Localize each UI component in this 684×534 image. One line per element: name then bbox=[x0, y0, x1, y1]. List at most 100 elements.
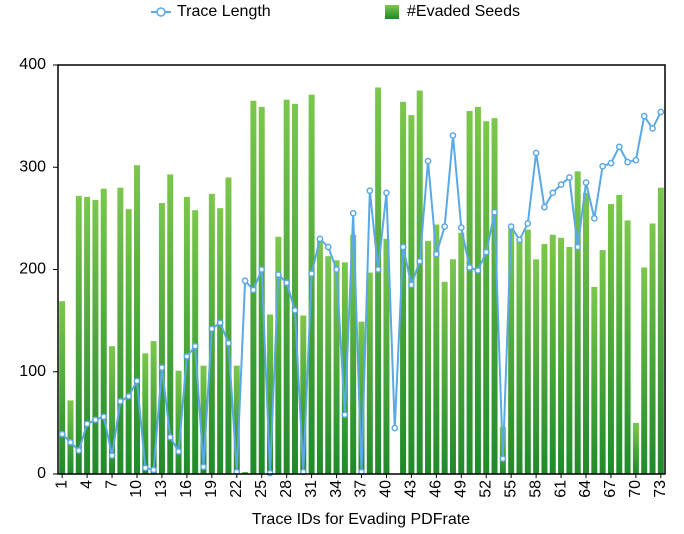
bar bbox=[624, 220, 631, 474]
x-tick-label: 19 bbox=[203, 480, 220, 498]
point bbox=[100, 413, 108, 421]
bar bbox=[441, 281, 448, 474]
bar bbox=[632, 422, 639, 474]
point bbox=[399, 243, 407, 251]
x-tick-label: 31 bbox=[303, 480, 320, 498]
bar bbox=[92, 199, 99, 474]
legend-swatch bbox=[385, 5, 399, 19]
point bbox=[166, 433, 174, 441]
point bbox=[216, 319, 224, 327]
point bbox=[657, 108, 665, 116]
plot-frame bbox=[57, 64, 666, 475]
legend-marker bbox=[156, 7, 166, 17]
point bbox=[457, 224, 465, 231]
bar bbox=[449, 259, 456, 474]
point bbox=[316, 235, 324, 243]
point bbox=[599, 162, 606, 170]
bar bbox=[558, 237, 565, 474]
point bbox=[541, 203, 548, 211]
point bbox=[333, 266, 340, 273]
bar bbox=[616, 194, 623, 475]
point bbox=[615, 143, 623, 151]
bar bbox=[300, 315, 307, 474]
y-tick-label: 200 bbox=[19, 261, 46, 278]
point bbox=[125, 392, 133, 400]
bar bbox=[657, 187, 664, 474]
bar bbox=[291, 103, 298, 474]
x-tick-label: 43 bbox=[403, 480, 420, 498]
bar bbox=[641, 267, 648, 474]
bar bbox=[158, 203, 165, 474]
bar bbox=[425, 240, 432, 474]
x-tick-label: 67 bbox=[602, 480, 619, 498]
point bbox=[225, 339, 232, 347]
x-tick-label: 10 bbox=[128, 480, 145, 498]
point bbox=[566, 174, 573, 181]
point bbox=[75, 447, 83, 454]
bar bbox=[316, 240, 323, 474]
bar bbox=[217, 208, 224, 474]
point bbox=[516, 236, 523, 244]
y-tick-label: 0 bbox=[37, 465, 46, 482]
point bbox=[383, 189, 390, 197]
bar bbox=[283, 99, 290, 474]
bar bbox=[59, 301, 66, 474]
bar bbox=[541, 243, 548, 474]
bar bbox=[366, 272, 373, 474]
x-tick-label: 70 bbox=[627, 480, 644, 498]
bar bbox=[109, 346, 116, 474]
x-tick-label: 40 bbox=[378, 480, 395, 498]
point bbox=[150, 466, 157, 474]
point bbox=[532, 149, 540, 157]
point bbox=[374, 266, 382, 273]
bar bbox=[375, 87, 382, 475]
bar bbox=[341, 262, 348, 474]
point bbox=[208, 325, 216, 333]
point bbox=[274, 271, 282, 278]
bar bbox=[649, 223, 656, 474]
bar bbox=[408, 115, 415, 474]
point bbox=[507, 223, 515, 230]
point bbox=[67, 438, 74, 446]
point bbox=[133, 377, 141, 385]
x-tick-label: 7 bbox=[103, 480, 120, 489]
bar bbox=[508, 228, 515, 474]
point bbox=[366, 187, 374, 195]
point bbox=[632, 156, 640, 164]
point bbox=[590, 215, 598, 222]
point bbox=[58, 430, 66, 438]
bar bbox=[275, 236, 282, 474]
bar bbox=[167, 174, 174, 474]
bar bbox=[133, 165, 140, 474]
point bbox=[241, 277, 249, 285]
point bbox=[341, 411, 349, 419]
bar bbox=[125, 209, 132, 475]
bar bbox=[242, 471, 249, 474]
point bbox=[117, 398, 124, 405]
point bbox=[449, 132, 457, 139]
point bbox=[141, 464, 149, 472]
point bbox=[200, 463, 207, 471]
point bbox=[175, 448, 182, 455]
bar bbox=[200, 365, 207, 474]
point bbox=[474, 267, 482, 274]
x-tick-label: 55 bbox=[502, 480, 519, 498]
point bbox=[557, 181, 565, 188]
point bbox=[391, 424, 399, 432]
x-tick-label: 49 bbox=[452, 480, 469, 498]
bar bbox=[491, 118, 498, 475]
point bbox=[349, 209, 357, 217]
bar bbox=[466, 111, 473, 474]
bar bbox=[233, 365, 240, 474]
bar bbox=[474, 106, 481, 475]
point bbox=[524, 220, 532, 227]
point bbox=[250, 286, 257, 294]
bar bbox=[458, 232, 465, 474]
legend-label: Trace Length bbox=[177, 3, 271, 20]
bar bbox=[358, 321, 365, 474]
x-tick-label: 28 bbox=[278, 480, 295, 498]
bar bbox=[225, 177, 232, 474]
x-axis-label: Trace IDs for Evading PDFrate bbox=[252, 511, 470, 528]
point bbox=[266, 469, 274, 477]
x-tick-label: 46 bbox=[428, 480, 445, 498]
